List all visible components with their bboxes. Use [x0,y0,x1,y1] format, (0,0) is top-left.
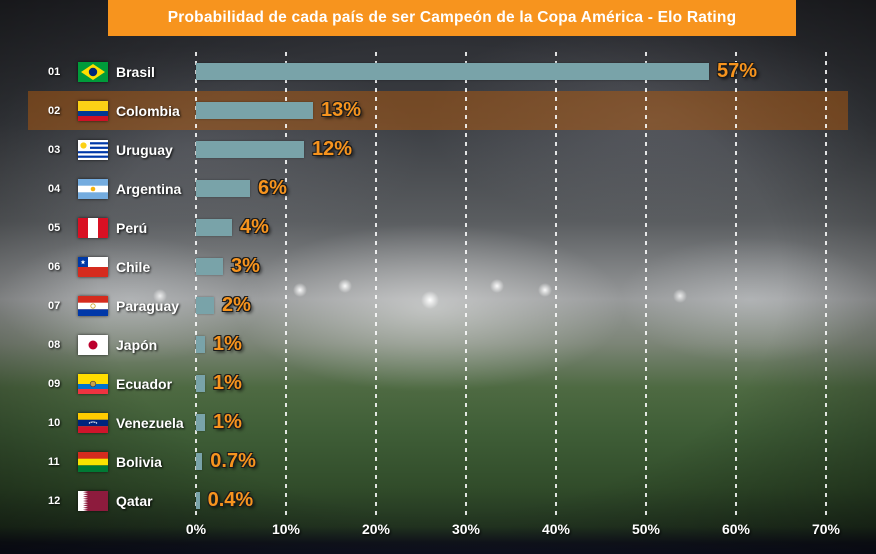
probability-bar [196,375,205,392]
table-row: 10 Venezuela 1% [0,403,876,442]
rank-label: 07 [48,299,61,312]
probability-bar [196,414,205,431]
probability-bar [196,297,214,314]
flag-peru-icon [78,217,108,238]
probability-bar [196,141,304,158]
rank-label: 10 [48,416,61,429]
country-label: Brasil [116,63,155,80]
country-label: Ecuador [116,375,173,392]
country-label: Chile [116,258,151,275]
axis-tick-label: 50% [631,521,661,537]
flag-japon-icon [78,334,108,355]
rank-label: 11 [48,455,60,468]
x-axis: 0% 10% 20% 30% 40% 50% 60% 70% [0,521,876,545]
flag-uruguay-icon [78,139,108,160]
axis-tick-label: 0% [185,521,207,537]
probability-bar [196,102,313,119]
axis-tick-label: 40% [541,521,571,537]
value-label: 1% [213,333,242,355]
table-row: 04 Argentina 6% [0,169,876,208]
value-label: 0.7% [210,450,256,472]
table-row: 03 Uruguay 12% [0,130,876,169]
rank-label: 01 [48,65,61,78]
table-row: 12 Qatar 0.4% [0,481,876,520]
table-row: 07 Paraguay 2% [0,286,876,325]
axis-tick-label: 20% [361,521,391,537]
country-label: Japón [116,336,158,353]
country-label: Colombia [116,102,180,119]
value-label: 57% [717,60,758,82]
axis-tick-label: 30% [451,521,481,537]
flag-chile-icon [78,256,108,277]
chart-title-bar: Probabilidad de cada país de ser Campeón… [108,0,796,36]
country-label: Argentina [116,180,182,197]
rank-label: 08 [48,338,61,351]
country-label: Uruguay [116,141,173,158]
rank-label: 09 [48,377,61,390]
rank-label: 03 [48,143,61,156]
probability-bar [196,219,232,236]
highlighted-row-band [28,91,848,130]
value-label: 2% [222,294,251,316]
flag-argentina-icon [78,178,108,199]
rank-label: 04 [48,182,61,195]
rank-label: 02 [48,104,61,117]
flag-venezuela-icon [78,412,108,433]
flag-colombia-icon [78,100,108,121]
table-row: 08 Japón 1% [0,325,876,364]
table-row: 09 Ecuador 1% [0,364,876,403]
rank-label: 05 [48,221,61,234]
value-label: 3% [231,255,260,277]
value-label: 1% [213,411,242,433]
country-label: Paraguay [116,297,180,314]
rank-label: 06 [48,260,61,273]
probability-bar [196,453,203,470]
table-row: 02 Colombia 13% [0,91,876,130]
value-label: 6% [258,177,287,199]
value-label: 1% [213,372,242,394]
probability-bar [196,492,200,509]
flag-qatar-icon [78,490,108,511]
flag-ecuador-icon [78,373,108,394]
table-row: 05 Perú 4% [0,208,876,247]
value-label: 13% [321,99,362,121]
axis-tick-label: 10% [271,521,301,537]
rank-label: 12 [48,494,61,507]
value-label: 4% [240,216,269,238]
probability-bar [196,336,205,353]
flag-brasil-icon [78,61,108,82]
chart-title: Probabilidad de cada país de ser Campeón… [167,9,737,26]
country-label: Perú [116,219,148,236]
value-label: 12% [312,138,353,160]
country-label: Qatar [116,492,153,509]
axis-tick-label: 70% [811,521,841,537]
chart-rows: 01 Brasil 57% 02 Colombia 13% 03 Uruguay… [0,52,876,520]
axis-tick-label: 60% [721,521,751,537]
table-row: 06 Chile 3% [0,247,876,286]
country-label: Venezuela [116,414,184,431]
value-label: 0.4% [207,489,254,511]
probability-bar [196,180,250,197]
flag-paraguay-icon [78,295,108,316]
probability-bar [196,63,709,80]
country-label: Bolivia [116,453,162,470]
table-row: 11 Bolivia 0.7% [0,442,876,481]
table-row: 01 Brasil 57% [0,52,876,91]
flag-bolivia-icon [78,451,108,472]
probability-bar [196,258,223,275]
